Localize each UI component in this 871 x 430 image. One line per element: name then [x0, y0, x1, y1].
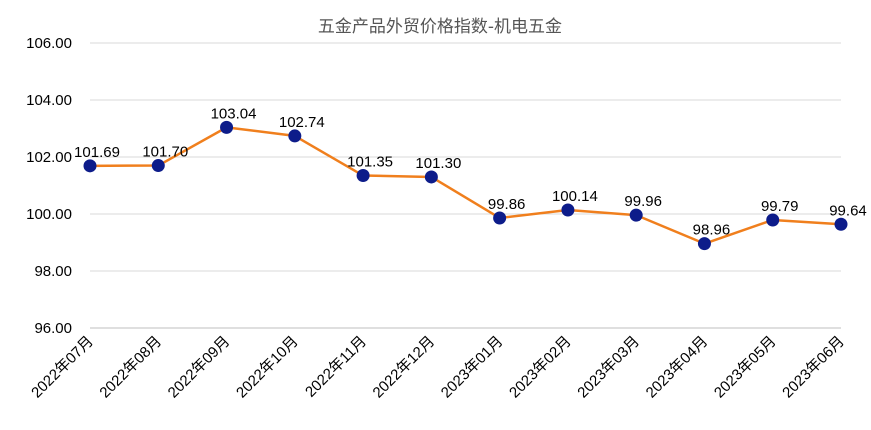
data-label: 101.70 — [142, 144, 188, 161]
data-point — [220, 120, 234, 134]
data-point — [83, 159, 97, 173]
data-label: 100.14 — [552, 188, 598, 205]
data-point — [766, 213, 780, 227]
data-point — [151, 159, 165, 173]
data-point — [356, 169, 370, 183]
series-line — [89, 126, 842, 245]
data-label: 101.69 — [74, 144, 120, 161]
x-tick-label: 2023年03月 — [574, 333, 643, 402]
gridlines — [90, 42, 841, 329]
data-label: 101.35 — [347, 154, 393, 171]
x-tick-label: 2023年04月 — [643, 333, 712, 402]
data-point — [834, 217, 848, 231]
data-label: 102.74 — [279, 114, 325, 131]
data-label: 99.64 — [829, 202, 867, 219]
data-point — [493, 211, 507, 225]
data-label: 99.86 — [488, 196, 526, 213]
x-tick-label: 2023年02月 — [506, 333, 575, 402]
x-tick-label: 2022年08月 — [96, 333, 165, 402]
data-label: 101.30 — [415, 155, 461, 172]
y-axis-ticks: 96.00 98.00 100.00 102.00 104.00 106.00 — [26, 35, 72, 337]
data-label: 99.96 — [624, 193, 662, 210]
y-tick-label: 98.00 — [34, 263, 72, 280]
x-tick-label: 2023年01月 — [438, 333, 507, 402]
data-point — [629, 208, 643, 222]
x-axis-ticks: 2022年07月 2022年08月 2022年09月 2022年10月 2022年11月… — [28, 333, 848, 402]
y-tick-label: 100.00 — [26, 206, 72, 223]
data-label: 99.79 — [761, 198, 799, 215]
x-tick-label: 2022年12月 — [370, 333, 439, 402]
data-point — [288, 129, 302, 143]
y-tick-label: 102.00 — [26, 149, 72, 166]
data-point — [424, 170, 438, 184]
x-tick-label: 2023年06月 — [779, 333, 848, 402]
x-tick-label: 2022年10月 — [233, 333, 302, 402]
data-label: 103.04 — [211, 105, 257, 122]
y-tick-label: 96.00 — [34, 320, 72, 337]
chart-title: 五金产品外贸价格指数-机电五金 — [318, 17, 562, 37]
data-point — [697, 237, 711, 251]
series-markers — [83, 120, 848, 251]
series-line-path — [89, 126, 842, 245]
y-tick-label: 106.00 — [26, 35, 72, 52]
data-labels: 101.69 101.70 103.04 102.74 101.35 101.30 99.8… — [74, 105, 867, 238]
y-tick-label: 104.00 — [26, 92, 72, 109]
x-tick-label: 2022年09月 — [165, 333, 234, 402]
x-tick-label: 2022年11月 — [302, 333, 370, 401]
data-label: 98.96 — [693, 222, 731, 239]
data-point — [561, 203, 575, 217]
x-tick-label: 2023年05月 — [711, 333, 780, 402]
x-tick-label: 2022年07月 — [28, 333, 97, 402]
